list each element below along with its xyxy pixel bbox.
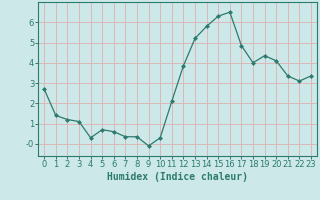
X-axis label: Humidex (Indice chaleur): Humidex (Indice chaleur) [107, 172, 248, 182]
